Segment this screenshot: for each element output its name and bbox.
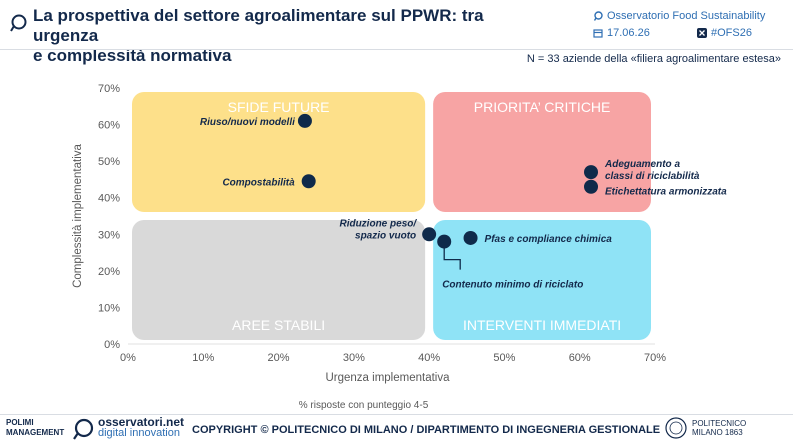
label-connector	[443, 247, 461, 270]
copyright-text: COPYRIGHT © POLITECNICO DI MILANO / DIPA…	[192, 424, 661, 436]
x-tick-label: 40%	[418, 352, 440, 364]
quadrant-0	[132, 92, 426, 212]
y-tick-label: 20%	[98, 266, 120, 278]
x-tick-label: 60%	[569, 352, 591, 364]
matrix-chart: SFIDE FUTURE PRIORITA’ CRITICHE AREE STABI…	[72, 83, 727, 411]
y-axis-label: Complessità implementativa	[72, 143, 84, 287]
y-tick-label: 60%	[98, 120, 120, 132]
data-point	[301, 174, 316, 189]
x-axis-label: Urgenza implementativa	[325, 372, 450, 384]
osservatori-logo: osservatori.net digital innovation	[98, 415, 185, 439]
title-line-1: La prospettiva del settore agroalimentar…	[33, 6, 484, 45]
x-tick-label: 10%	[192, 352, 214, 364]
polimi-school-logo: POLIMI MANAGEMENT	[6, 418, 65, 437]
quadrant-label: SFIDE FUTURE	[228, 99, 330, 115]
quadrant-label: AREE STABILI	[232, 317, 325, 333]
point-label: Riuso/nuovi modelli	[200, 117, 295, 128]
y-tick-label: 50%	[98, 156, 120, 168]
header-divider	[0, 49, 793, 50]
title-line-2: e complessità normativa	[33, 46, 232, 65]
quadrant-2	[132, 220, 426, 340]
footer-divider	[0, 414, 793, 415]
data-point	[584, 179, 599, 194]
y-tick-label: 30%	[98, 229, 120, 241]
y-tick-label: 40%	[98, 193, 120, 205]
data-point	[463, 230, 478, 245]
x-tick-label: 70%	[644, 352, 666, 364]
data-point	[437, 234, 452, 249]
observatory-label: Osservatorio Food Sustainability	[607, 10, 766, 22]
y-tick-label: 10%	[98, 302, 120, 314]
data-point	[422, 227, 437, 242]
x-social-icon	[697, 28, 707, 39]
date-label: 17.06.26	[607, 27, 650, 39]
x-tick-label: 50%	[493, 352, 515, 364]
quadrant-1	[433, 92, 651, 212]
observatory-chat-icon	[10, 14, 27, 32]
event-date: 17.06.26	[593, 27, 650, 39]
polimi-seal-icon	[665, 417, 687, 439]
point-label: Contenuto minimo di riciclato	[442, 280, 583, 291]
data-point	[297, 113, 312, 128]
observatory-icon	[593, 11, 603, 21]
page-title: La prospettiva del settore agroalimentar…	[33, 6, 553, 66]
observatory-name: Osservatorio Food Sustainability	[593, 10, 765, 22]
x-tick-label: 20%	[268, 352, 290, 364]
data-point	[584, 165, 599, 180]
sample-note: N = 33 aziende della «filiera agroalimen…	[526, 53, 781, 65]
quadrant-label: INTERVENTI IMMEDIATI	[463, 317, 621, 333]
osservatori-logo-icon	[73, 418, 94, 440]
point-label: Adeguamento a classi di riciclabilità	[604, 159, 700, 182]
chart-note: % risposte con punteggio 4-5	[299, 400, 429, 411]
x-tick-label: 30%	[343, 352, 365, 364]
point-label: Riduzione peso/spazio vuoto	[339, 218, 417, 241]
calendar-icon	[593, 29, 603, 38]
event-hashtag[interactable]: #OFS26	[697, 27, 752, 39]
point-label: Pfas e compliance chimica	[485, 234, 613, 245]
point-label: Compostabilità	[222, 177, 295, 188]
y-tick-label: 70%	[98, 83, 120, 95]
point-label: Etichettatura armonizzata	[605, 187, 727, 198]
x-tick-label: 0%	[120, 352, 136, 364]
y-tick-label: 0%	[104, 339, 120, 351]
hashtag-label: #OFS26	[711, 27, 752, 39]
quadrant-3	[433, 220, 651, 340]
polimi-logo: POLITECNICO MILANO 1863	[692, 419, 747, 437]
quadrant-label: PRIORITA’ CRITICHE	[474, 99, 611, 115]
